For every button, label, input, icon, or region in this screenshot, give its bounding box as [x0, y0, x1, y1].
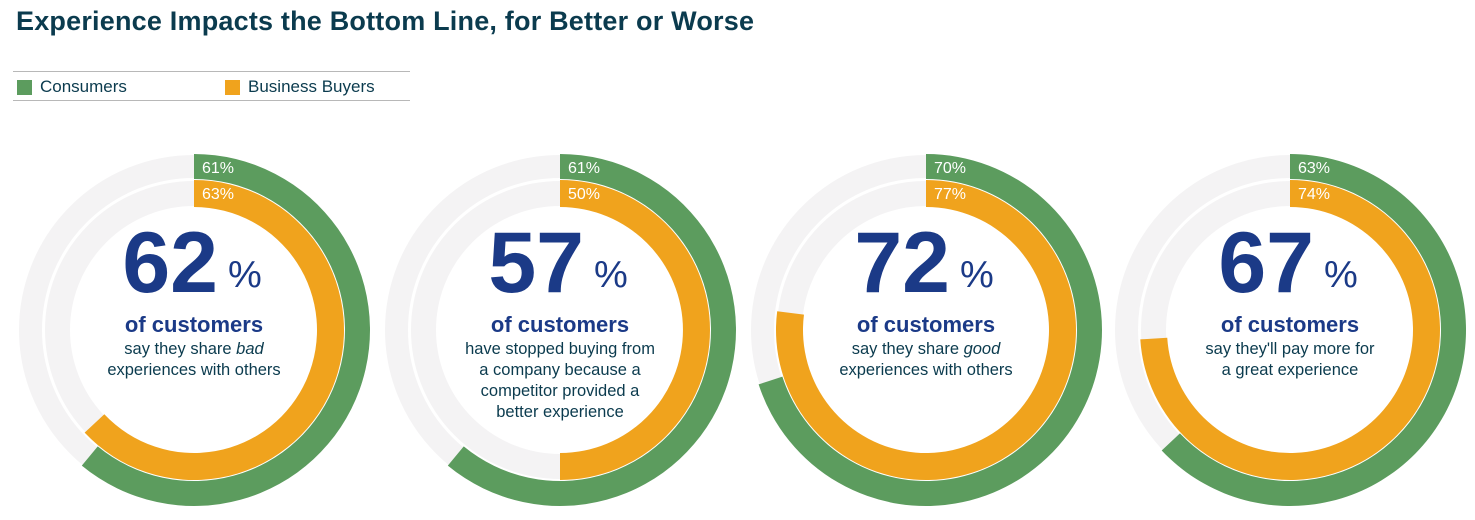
- arc-label: 50%: [568, 186, 600, 203]
- arc-label: 63%: [202, 186, 234, 203]
- description-text: say they'll pay more for: [1205, 340, 1375, 358]
- subhead: of customers: [125, 312, 263, 337]
- description-emphasis: bad: [236, 340, 264, 358]
- description-text: better experience: [496, 403, 624, 421]
- description-text: experiences with others: [107, 361, 280, 379]
- headline-unit: %: [960, 254, 994, 296]
- headline-value: 62: [122, 215, 218, 311]
- legend-item-consumers: Consumers: [17, 77, 127, 97]
- description-line: experiences with others: [107, 361, 280, 379]
- headline-value: 57: [488, 215, 584, 311]
- headline-value: 67: [1218, 215, 1314, 311]
- description-line: a great experience: [1222, 361, 1359, 379]
- description-text: competitor provided a: [481, 382, 640, 400]
- arc-business-buyers: [84, 180, 344, 480]
- description-line: say they share good: [852, 340, 1001, 358]
- subhead: of customers: [491, 312, 629, 337]
- arc-label: 77%: [934, 186, 966, 203]
- subhead: of customers: [857, 312, 995, 337]
- legend-swatch-business-buyers: [225, 79, 240, 95]
- legend-label: Business Buyers: [248, 77, 375, 96]
- donut-2: 61% 50% 57 % of customers have stopped buying…: [385, 154, 736, 507]
- description-text: experiences with others: [839, 361, 1012, 379]
- description-line: experiences with others: [839, 361, 1012, 379]
- description-line: say they share bad: [124, 340, 264, 358]
- legend: Consumers Business Buyers: [13, 71, 410, 101]
- legend-item-business-buyers: Business Buyers: [225, 77, 375, 97]
- description-text: say they share: [124, 340, 236, 358]
- arc-label: 61%: [202, 160, 234, 177]
- legend-label: Consumers: [40, 77, 127, 96]
- description-line: competitor provided a: [481, 382, 640, 400]
- arc-consumers: [81, 154, 370, 507]
- chart-title: Experience Impacts the Bottom Line, for …: [16, 6, 755, 36]
- description-line: say they'll pay more for: [1205, 340, 1375, 358]
- arc-business-buyers: [560, 180, 710, 480]
- headline-unit: %: [228, 254, 262, 296]
- arc-consumers: [1161, 154, 1466, 506]
- description-text: a company because a: [479, 361, 641, 379]
- legend-swatch-consumers: [17, 79, 32, 95]
- headline-unit: %: [594, 254, 628, 296]
- description-text: a great experience: [1222, 361, 1359, 379]
- arc-label: 61%: [568, 160, 600, 177]
- description-text: have stopped buying from: [465, 340, 655, 358]
- description-line: a company because a: [479, 361, 641, 379]
- headline-unit: %: [1324, 254, 1358, 296]
- donut-3: 70% 77% 72 % of customers say they share good…: [751, 154, 1102, 506]
- description-line: have stopped buying from: [465, 340, 655, 358]
- donut-4: 63% 74% 67 % of customers say they'll pay mor…: [1115, 154, 1466, 506]
- headline-value: 72: [854, 215, 950, 311]
- arc-consumers: [447, 154, 736, 507]
- subhead: of customers: [1221, 312, 1359, 337]
- arc-label: 74%: [1298, 186, 1330, 203]
- description-text: say they share: [852, 340, 964, 358]
- description-emphasis: good: [964, 340, 1002, 358]
- arc-label: 63%: [1298, 160, 1330, 177]
- arc-label: 70%: [934, 160, 966, 177]
- donut-1: 61% 63% 62 % of customers say they share bad e…: [19, 154, 370, 507]
- description-line: better experience: [496, 403, 624, 421]
